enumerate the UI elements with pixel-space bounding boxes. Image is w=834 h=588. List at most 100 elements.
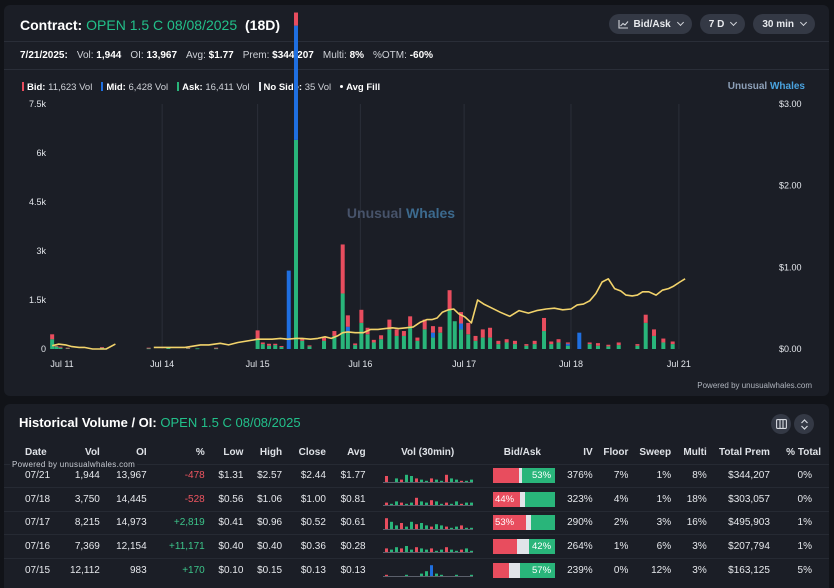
spark-bar bbox=[469, 551, 473, 553]
spark-bar bbox=[429, 548, 433, 553]
volume-bar-bid bbox=[430, 326, 435, 333]
cell-prem: $163,125 bbox=[711, 557, 775, 582]
volume-bar-ask bbox=[496, 344, 501, 349]
col-vol-30min[interactable]: Vol (30min) bbox=[401, 447, 455, 459]
spark-bar bbox=[464, 527, 468, 529]
volume-bar-bid bbox=[99, 347, 104, 348]
interval-dropdown[interactable]: 30 min bbox=[753, 14, 815, 34]
cell-multi: 3% bbox=[676, 534, 712, 558]
legend-ask: Ask: 16,411 Vol bbox=[177, 82, 250, 93]
cell-oi: 14,973 bbox=[104, 510, 152, 535]
spark-bar bbox=[394, 501, 398, 506]
cell-prem: $303,057 bbox=[711, 487, 775, 511]
legend-avg-fill: Avg Fill bbox=[340, 82, 380, 93]
col-floor[interactable]: Floor bbox=[603, 447, 629, 459]
bid-share bbox=[493, 515, 526, 531]
cell-floor: 0% bbox=[597, 557, 634, 582]
col-oi[interactable]: OI bbox=[136, 447, 147, 459]
spark-bar bbox=[404, 504, 408, 506]
interval-dropdown-label: 30 min bbox=[762, 18, 794, 30]
cell-iv: 264% bbox=[560, 534, 598, 558]
cell-bid-ask: 44% bbox=[484, 487, 561, 511]
spark-bar bbox=[414, 498, 418, 506]
volume-bar-ask bbox=[643, 322, 648, 349]
col-oi-change[interactable]: % bbox=[195, 447, 205, 459]
expand-button[interactable] bbox=[794, 414, 814, 434]
spark-bar bbox=[394, 525, 398, 529]
cell-sweep: 3% bbox=[633, 510, 677, 535]
volume-bar-ask bbox=[415, 340, 420, 349]
col-vol[interactable]: Vol bbox=[85, 447, 100, 459]
volume-bar-bid bbox=[542, 317, 547, 332]
bid-ask-bar: 42% bbox=[493, 538, 555, 554]
col-high[interactable]: High bbox=[259, 447, 283, 459]
col-low[interactable]: Low bbox=[223, 447, 244, 459]
table-row[interactable]: 07/16 7,369 12,154 +11,171 $0.40 $0.40 $0.36 $0… bbox=[4, 534, 829, 558]
table-row[interactable]: 07/15 12,112 983 +170 $0.10 $0.15 $0.13 $0.13 57… bbox=[4, 557, 829, 582]
volume-bar-ask bbox=[447, 309, 452, 349]
spark-bar bbox=[404, 526, 408, 529]
legend-mid: Mid: 6,428 Vol bbox=[101, 82, 168, 93]
col-sweep[interactable]: Sweep bbox=[639, 447, 672, 459]
volume-bar-mid bbox=[286, 270, 291, 349]
vol-sparkline bbox=[382, 498, 473, 507]
watermark-part: Unusual bbox=[347, 205, 406, 221]
cell-high: $0.96 bbox=[248, 510, 288, 535]
spark-bar bbox=[469, 479, 473, 482]
volume-bar-ask bbox=[458, 329, 463, 349]
volume-bar-ask bbox=[556, 342, 561, 349]
volume-bar-bid bbox=[359, 309, 364, 323]
table-row[interactable]: 07/18 3,750 14,445 -528 $0.56 $1.06 $1.00 $0.81… bbox=[4, 487, 829, 511]
cell-multi: 18% bbox=[676, 487, 712, 511]
spark-bar bbox=[424, 571, 428, 576]
col-iv[interactable]: IV bbox=[583, 447, 593, 459]
col-avg[interactable]: Avg bbox=[347, 447, 366, 459]
column-settings-button[interactable] bbox=[771, 414, 791, 434]
volume-bar-ask bbox=[300, 340, 305, 349]
col-close[interactable]: Close bbox=[298, 447, 326, 459]
volume-bar-bid bbox=[447, 290, 452, 310]
cell-vol: 7,369 bbox=[55, 534, 105, 558]
range-dropdown[interactable]: 7 D bbox=[699, 14, 746, 34]
volume-bar-bid bbox=[255, 330, 260, 339]
volume-bar-ask bbox=[466, 334, 471, 349]
y-left-tick-label: 7.5k bbox=[29, 99, 47, 109]
y-left-tick-label: 0 bbox=[41, 344, 46, 354]
cell-high: $0.15 bbox=[248, 557, 288, 582]
volume-bar-bid bbox=[267, 343, 272, 346]
spark-bar bbox=[439, 549, 443, 553]
volume-bar-ask bbox=[214, 348, 219, 350]
volume-bar-ask bbox=[359, 322, 364, 349]
table-row[interactable]: 07/17 8,215 14,973 +2,819 $0.41 $0.96 $0.52 $0.… bbox=[4, 510, 829, 535]
table-header-row: Date Vol OI % Low High Close Avg Vol (30… bbox=[4, 442, 829, 464]
cell-pct-total: 5% bbox=[774, 557, 829, 582]
volume-bar-ask bbox=[322, 340, 327, 349]
col-pct-total[interactable]: % Total bbox=[786, 447, 821, 459]
volume-bar-ask bbox=[332, 335, 337, 349]
col-bid-ask[interactable]: Bid/Ask bbox=[503, 447, 541, 459]
cell-prem: $495,903 bbox=[711, 510, 775, 535]
bid-ask-dropdown[interactable]: Bid/Ask bbox=[608, 14, 692, 34]
table-row[interactable]: 07/21 1,944 13,967 -478 $1.31 $2.57 $2.44 $1.77… bbox=[4, 463, 829, 488]
cell-low: $0.56 bbox=[209, 487, 249, 511]
volume-bar-ask bbox=[504, 342, 509, 349]
spark-bar bbox=[439, 504, 443, 506]
chart-legend: Bid: 11,623 Vol Mid: 6,428 Vol Ask: 16,4… bbox=[22, 82, 380, 93]
volume-bar-bid bbox=[488, 327, 493, 338]
volume-bar-ask bbox=[379, 339, 384, 349]
volume-bar-ask bbox=[186, 348, 191, 349]
col-date[interactable]: Date bbox=[25, 447, 47, 459]
volume-bar-bid bbox=[345, 315, 350, 327]
spark-bar bbox=[439, 574, 443, 576]
cell-low: $1.31 bbox=[209, 463, 249, 488]
ask-share bbox=[525, 491, 555, 507]
cell-high: $0.40 bbox=[248, 534, 288, 558]
volume-bar-ask bbox=[255, 338, 260, 349]
col-total-prem[interactable]: Total Prem bbox=[718, 447, 770, 459]
spark-bar bbox=[419, 522, 423, 529]
x-tick-label: Jul 14 bbox=[150, 359, 174, 369]
spark-bar bbox=[384, 517, 388, 529]
col-multi[interactable]: Multi bbox=[683, 447, 707, 459]
spark-bar bbox=[434, 523, 438, 529]
volume-bar-bid bbox=[595, 343, 600, 346]
